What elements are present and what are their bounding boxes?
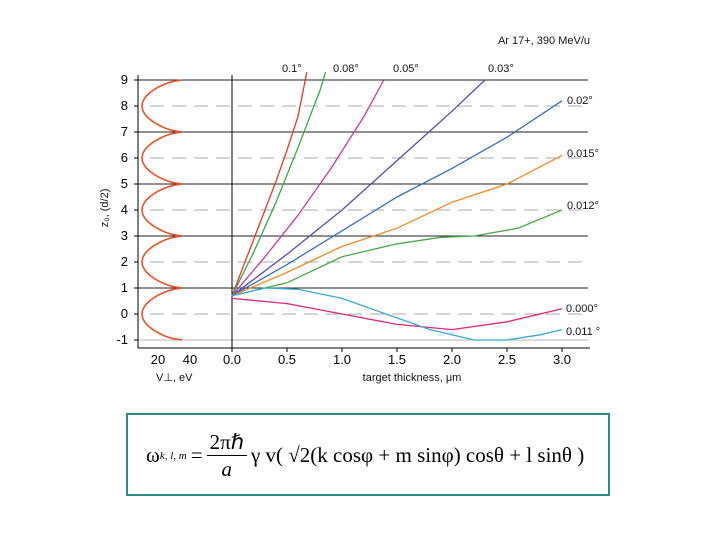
y-tick-label: 1 <box>121 280 128 295</box>
formula-fraction: 2πℏ a <box>206 429 247 482</box>
y-tick-label: -1 <box>116 332 128 347</box>
formula-lhs-subscript: k, l, m <box>159 449 187 462</box>
y-tick-label: 6 <box>121 150 128 165</box>
series-label: 0.012° <box>567 200 599 212</box>
x-axis-label: target thickness, μm <box>363 372 462 384</box>
y-tick-label: 0 <box>121 306 128 321</box>
formula-lhs: ω <box>146 443 160 467</box>
formula-box: ω k, l, m = 2πℏ a γ v( √2(k cosφ + m sin… <box>126 413 610 496</box>
x-tick-label: 1.0 <box>333 352 351 367</box>
potential-axis-label: V⊥, eV <box>156 372 193 384</box>
series-line <box>231 154 563 297</box>
series-label: 0.08° <box>333 63 359 75</box>
y-tick-label: 5 <box>121 176 128 191</box>
grid-layer <box>138 79 588 341</box>
potential-x-tick-label: 40 <box>183 352 197 367</box>
potential-curve <box>141 79 183 341</box>
series-label: 0.011 ° <box>566 326 600 338</box>
formula-numerator: 2πℏ <box>206 429 247 456</box>
series-line <box>231 287 563 341</box>
series-layer <box>231 72 563 341</box>
formula-rhs: γ v( √2(k cosφ + m sinφ) cosθ + l sinθ ) <box>250 443 585 467</box>
y-tick-label: 3 <box>121 228 128 243</box>
series-label: 0.05° <box>393 63 419 75</box>
x-tick-label: 0.5 <box>278 352 296 367</box>
potential-layer <box>141 79 183 341</box>
series-label: 0.1° <box>282 63 302 75</box>
y-tick-label: 8 <box>121 98 128 113</box>
axes-layer <box>137 75 590 349</box>
potential-x-tick-label: 20 <box>151 352 165 367</box>
series-line <box>231 72 308 297</box>
y-tick-label: 4 <box>121 202 128 217</box>
series-line <box>231 100 563 297</box>
ticks-layer: -1 0 1 2 3 4 5 6 7 8 9 0.0 0.5 1.0 1.5 2.0 2.5 3.0 20 40 <box>116 72 571 367</box>
x-tick-label: 1.5 <box>388 352 406 367</box>
formula-denominator: a <box>221 457 233 481</box>
chart-title: Ar 17+, 390 MeV/u <box>498 35 590 47</box>
series-line <box>231 72 327 297</box>
chart: -1 0 1 2 3 4 5 6 7 8 9 0.0 0.5 1.0 1.5 2.0 2.5 3.0 20 40 Ar… <box>99 35 600 384</box>
series-label: 0.02° <box>567 95 593 107</box>
y-tick-label: 7 <box>121 124 128 139</box>
labels-layer: Ar 17+, 390 MeV/u target thickness, μm V⊥,… <box>99 35 600 384</box>
x-tick-label: 2.0 <box>443 352 461 367</box>
series-line <box>231 297 563 331</box>
series-line <box>231 79 486 297</box>
series-line <box>231 209 563 297</box>
x-tick-label: 2.5 <box>498 352 516 367</box>
formula: ω k, l, m = 2πℏ a γ v( √2(k cosφ + m sin… <box>146 429 584 482</box>
formula-equals: = <box>190 443 203 467</box>
x-tick-label: 3.0 <box>553 352 571 367</box>
y-tick-label: 2 <box>121 254 128 269</box>
series-line <box>231 79 385 297</box>
series-label: 0.03° <box>488 63 514 75</box>
series-label: 0.000° <box>566 303 598 315</box>
y-tick-label: 9 <box>121 72 128 87</box>
x-tick-label: 0.0 <box>223 352 241 367</box>
series-label: 0.015° <box>567 148 599 160</box>
y-axis-label: z₀, (d/2) <box>99 189 111 228</box>
